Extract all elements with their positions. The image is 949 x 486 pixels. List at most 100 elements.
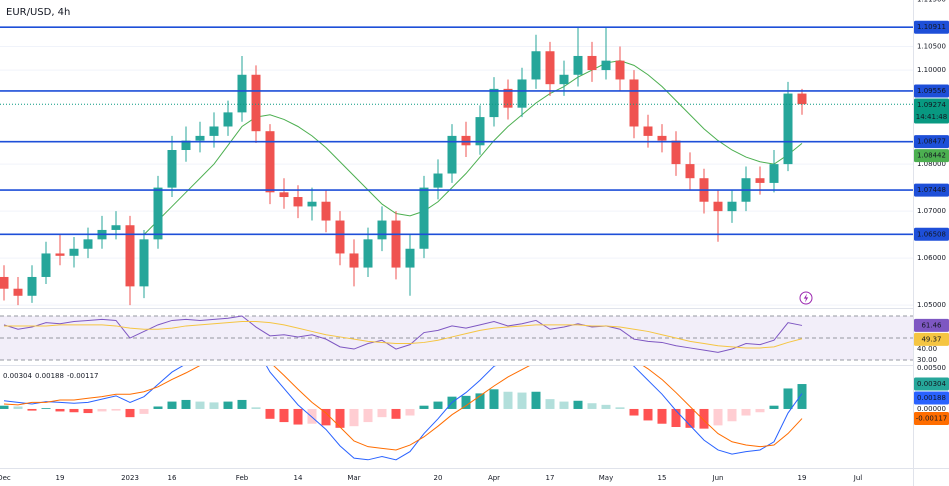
histogram-bar — [713, 408, 723, 426]
candle-body — [279, 192, 289, 198]
x-tick-label: Feb — [236, 474, 249, 482]
histogram-bar — [265, 408, 275, 419]
candle-body — [489, 88, 499, 118]
badge-background — [914, 135, 949, 149]
chart-title: EUR/USD, 4h — [6, 7, 70, 18]
histogram-bar — [237, 399, 247, 409]
candle-body — [587, 55, 597, 71]
histogram-bar — [377, 408, 387, 418]
badge-label: -0.00117 — [916, 415, 947, 423]
candle-body — [391, 220, 401, 268]
badge-label: 1.08477 — [917, 138, 946, 146]
candle-body — [195, 135, 205, 141]
histogram-bar — [293, 408, 303, 425]
histogram-bar — [0, 405, 9, 409]
y-tick-label: 0.00000 — [917, 405, 946, 413]
histogram-bar — [671, 408, 681, 428]
candle-body — [251, 74, 261, 132]
candle-body — [223, 112, 233, 127]
histogram-bar — [503, 391, 513, 409]
histogram-bar — [69, 408, 79, 413]
badge-label: 1.08442 — [917, 152, 946, 160]
badge-background — [914, 149, 949, 163]
y-tick-label: 40.00 — [917, 345, 937, 353]
histogram-bar — [489, 389, 499, 409]
histogram-bar — [783, 388, 793, 409]
price-badge: 1.08442 — [914, 149, 949, 163]
candle-body — [55, 253, 65, 256]
candle-body — [769, 164, 779, 183]
price-badge: 1.10911 — [914, 20, 949, 34]
histogram-bar — [727, 408, 737, 422]
histogram-bar — [83, 408, 93, 414]
candle-body — [265, 131, 275, 193]
candle-body — [13, 288, 23, 296]
badge-label: 1.09274 — [917, 101, 946, 109]
histogram-bar — [461, 395, 471, 409]
price-badge: 1.06508 — [914, 227, 949, 241]
candle-body — [321, 201, 331, 221]
x-tick-label: Jun — [712, 474, 724, 482]
macd-line — [3, 366, 803, 461]
x-tick-label: Dec — [0, 474, 11, 482]
candle-body — [433, 173, 443, 188]
candle-body — [335, 220, 345, 254]
histogram-bar — [531, 391, 541, 409]
price-badge: 61.46 — [914, 318, 949, 332]
badge-label: 1.09556 — [917, 87, 946, 95]
histogram-bar — [657, 408, 667, 424]
histogram-bar — [629, 408, 639, 416]
candle-body — [671, 140, 681, 165]
rsi-line — [3, 315, 803, 353]
histogram-bar — [13, 406, 23, 409]
x-tick-label: 19 — [56, 474, 65, 482]
macd-pane — [0, 366, 807, 461]
candle-body — [657, 135, 667, 141]
x-tick-label: 19 — [798, 474, 807, 482]
histogram-bar — [699, 408, 709, 429]
candle-body — [461, 135, 471, 146]
x-tick-label: 16 — [168, 474, 177, 482]
candle-body — [713, 201, 723, 212]
candle-body — [209, 126, 219, 136]
histogram-bar — [223, 401, 233, 409]
histogram-bar — [251, 407, 261, 409]
histogram-bar — [419, 405, 429, 409]
histogram-bar — [181, 399, 191, 409]
rsi-line — [4, 321, 803, 349]
y-tick-label: 1.07000 — [917, 207, 946, 215]
badge-label: 0.00188 — [917, 394, 946, 402]
candle-body — [755, 178, 765, 183]
candle-body — [27, 276, 37, 296]
y-tick-label: 1.10000 — [917, 66, 946, 74]
candle-body — [685, 164, 695, 179]
y-tick-label: 1.05000 — [917, 301, 946, 309]
badge-background — [914, 227, 949, 241]
histogram-bar — [685, 408, 695, 428]
histogram-bar — [349, 408, 359, 427]
x-tick-label: 2023 — [121, 474, 139, 482]
badge-background — [914, 183, 949, 197]
candle-body — [797, 93, 807, 105]
candle-body — [573, 55, 583, 75]
indicator-value: 0.00304 — [3, 372, 32, 380]
candle-body — [559, 74, 569, 85]
x-tick-label: Mar — [347, 474, 360, 482]
candle-body — [503, 88, 513, 108]
candle-body — [237, 74, 247, 113]
histogram-bar — [111, 408, 121, 411]
x-tick-label: 15 — [658, 474, 667, 482]
histogram-bar — [559, 401, 569, 409]
y-tick-label: 1.08000 — [917, 160, 946, 168]
badge-label: 61.46 — [921, 321, 942, 329]
histogram-bar — [755, 408, 765, 413]
histogram-bar — [41, 408, 51, 409]
candle-body — [615, 60, 625, 80]
badge-label: 1.06508 — [917, 230, 946, 238]
histogram-bar — [643, 408, 653, 421]
alert-icon[interactable] — [799, 291, 813, 305]
candle-body — [405, 248, 415, 268]
price-badge: -0.00117 — [914, 412, 949, 426]
